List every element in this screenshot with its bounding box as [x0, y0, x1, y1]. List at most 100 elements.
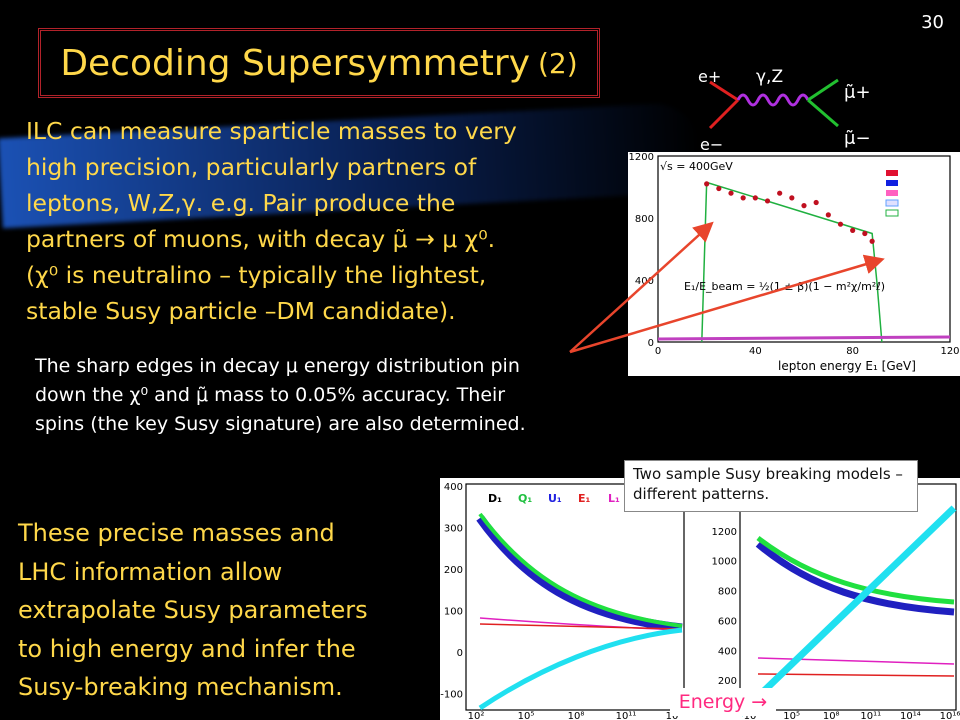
lepton-energy-chart: 0 400 800 1200 0 40 80 120 √s = 400GeV E₁/E_be… [628, 152, 960, 376]
data-point [789, 195, 795, 201]
rge-left-y-ticks: -100 0 100 200 300 400 [440, 482, 463, 700]
data-point [728, 190, 734, 196]
rge-right-curve-magenta [757, 657, 955, 665]
smuon-line-out-1 [807, 78, 839, 102]
rge-right-x-ticks: 10²10⁵10⁸10¹¹10¹⁴10¹⁶ [744, 711, 960, 720]
rge-x-tick-label: 10¹¹ [860, 711, 881, 720]
data-point [813, 199, 819, 206]
edge-caption: The sharp edges in decay μ energy distri… [35, 352, 635, 439]
upper-x-ticks: 0 40 80 120 [655, 346, 960, 357]
upper-x-tick-label: 80 [846, 346, 859, 357]
boson-label: γ,Z [756, 67, 783, 87]
smuon-line-out-2 [807, 98, 839, 128]
boson-propagator [736, 93, 810, 107]
main-text-line: ILC can measure sparticle masses to very [26, 117, 517, 145]
bottom-text-line: extrapolate Susy parameters [18, 596, 368, 624]
data-point [704, 181, 710, 187]
rge-left-x-ticks: 10²10⁵10⁸10¹¹10¹⁴ [468, 711, 687, 720]
rge-x-tick-label: 10² [468, 711, 485, 720]
rge-left-curve-cyan [478, 627, 683, 711]
rge-x-tick-label: 10¹¹ [616, 711, 637, 720]
slide-title-text: Decoding Supersymmetry [60, 42, 530, 84]
main-text-line: stable Susy particle –DM candidate). [26, 297, 456, 325]
signal-line [701, 181, 883, 343]
upper-y-tick-label: 400 [635, 276, 654, 287]
sqrt-s-annotation: √s = 400GeV [660, 160, 733, 173]
rge-right-curve-red [757, 673, 955, 677]
main-text-line: high precision, particularly partners of [26, 153, 477, 181]
e-minus-label: e− [700, 135, 723, 154]
rge-right-curve-blue [755, 541, 955, 616]
slide-title: Decoding Supersymmetry (2) [41, 31, 597, 95]
data-point [752, 195, 758, 201]
background-band [657, 335, 951, 341]
rge-y-tick-label: 0 [457, 648, 463, 659]
rge-x-tick-label: 10⁵ [518, 711, 535, 720]
bottom-paragraph: These precise masses and LHC information… [18, 514, 438, 707]
caption-line: down the χ⁰ and μ̃ mass to 0.05% accurac… [35, 384, 506, 406]
rge-y-tick-label: -100 [440, 689, 463, 700]
rge-y-tick-label: 400 [718, 646, 737, 657]
positron-line-in [708, 98, 740, 130]
data-point [837, 221, 844, 227]
edge-formula: E₁/E_beam = ½(1 ± β)(1 − m²χ/m²ℓ) [684, 280, 885, 293]
rge-y-tick-label: 600 [718, 616, 737, 627]
legend-swatch [886, 190, 898, 196]
upper-y-tick-label: 800 [635, 214, 654, 225]
rge-x-tick-label: 10⁸ [568, 711, 585, 720]
rge-legend-item: D₁ [488, 492, 502, 505]
upper-x-tick-label: 120 [940, 346, 959, 357]
data-point [869, 238, 875, 244]
upper-y-tick-label: 0 [648, 338, 654, 349]
models-note: Two sample Susy breaking models – differ… [624, 460, 918, 512]
upper-y-tick-label: 1200 [629, 152, 654, 163]
rge-y-tick-label: 200 [718, 676, 737, 687]
rge-x-tick-label: 10¹⁴ [900, 711, 921, 720]
rge-x-tick-label: 10⁵ [783, 711, 800, 720]
data-point [825, 212, 831, 218]
upper-legend [885, 170, 899, 217]
upper-y-ticks: 0 400 800 1200 [629, 152, 654, 349]
rge-x-tick-label: 10¹⁶ [940, 711, 960, 720]
caption-line: spins (the key Susy signature) are also … [35, 413, 526, 435]
slide-title-paren: (2) [538, 46, 578, 80]
rge-left-curve-green [478, 512, 683, 628]
rge-y-tick-label: 200 [444, 565, 463, 576]
rge-legend-item: Q₁ [518, 492, 532, 505]
bottom-text-line: These precise masses and [18, 519, 335, 547]
upper-series-group [657, 181, 951, 343]
legend-swatch [885, 209, 899, 217]
rge-right-curve-green [756, 536, 955, 605]
data-point [801, 203, 807, 209]
rge-running-chart: -100 0 100 200 300 400 10² 10⁵ 10⁸ 10¹¹ 10¹⁴ 0 200… [440, 478, 960, 720]
energy-axis-label: Energy → [670, 688, 776, 716]
data-point [716, 185, 722, 192]
legend-swatch [886, 170, 898, 176]
rge-y-tick-label: 400 [444, 482, 463, 493]
rge-y-tick-label: 1200 [712, 527, 737, 538]
data-point [862, 230, 868, 237]
rge-x-tick-label: 10⁸ [823, 711, 840, 720]
rge-legend-item: U₁ [548, 492, 562, 505]
upper-x-tick-label: 0 [655, 346, 661, 357]
caption-line: The sharp edges in decay μ energy distri… [35, 355, 520, 377]
legend-swatch [885, 199, 899, 207]
title-frame: Decoding Supersymmetry (2) [38, 28, 600, 98]
rge-right-curve-cyan [737, 505, 957, 717]
data-point [764, 198, 771, 204]
main-paragraph: ILC can measure sparticle masses to very… [26, 113, 626, 329]
slide-number: 30 [921, 12, 944, 33]
main-text-line: (χ⁰ is neutralino – typically the lighte… [26, 261, 487, 289]
bottom-text-line: LHC information allow [18, 557, 283, 586]
rge-right-y-ticks: 0200400600800100012001400 [712, 497, 737, 717]
rge-y-tick-label: 300 [444, 523, 463, 534]
rge-left-curve-blue [476, 515, 683, 633]
data-point [850, 227, 856, 233]
feynman-diagram: e+ e− γ,Z μ̃+ μ̃− [698, 67, 871, 154]
bottom-text-line: Susy-breaking mechanism. [18, 673, 343, 701]
data-point [740, 195, 746, 201]
smuon-plus-label: μ̃+ [844, 82, 871, 103]
rge-legend-item: L₁ [608, 492, 620, 505]
electron-line-in [709, 80, 739, 102]
legend-swatch [886, 180, 898, 186]
